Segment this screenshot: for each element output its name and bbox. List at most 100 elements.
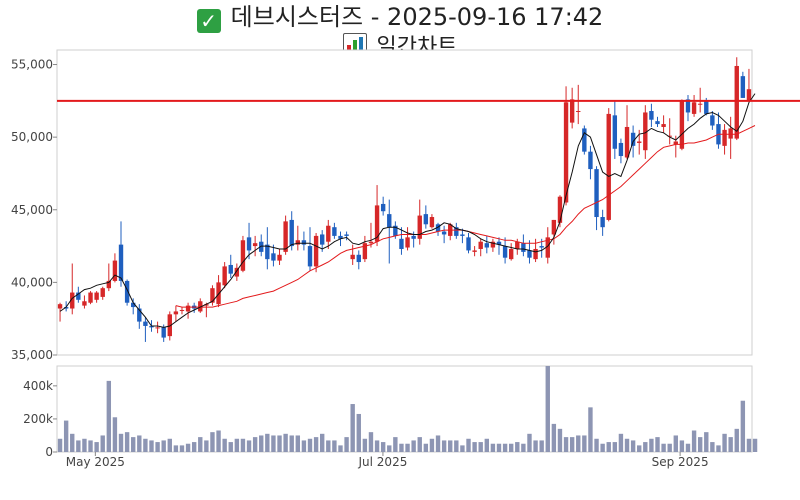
candle-body (423, 214, 429, 225)
candle-body (685, 99, 691, 113)
candle-body (588, 151, 593, 170)
volume-bar (149, 440, 154, 452)
candle-body (88, 292, 93, 303)
candle-body (118, 244, 124, 281)
volume-bar (448, 440, 453, 452)
candle-body (441, 231, 447, 235)
candle-body (618, 142, 624, 157)
candle-body (100, 288, 105, 297)
volume-bar (124, 432, 130, 452)
volume-bar (228, 442, 233, 452)
candle-body (344, 234, 349, 236)
candle-body (393, 225, 398, 236)
volume-bar (399, 443, 404, 452)
volume-y-tick-label: 400k (23, 379, 53, 393)
candle-body (502, 246, 508, 258)
candle-body (472, 250, 477, 252)
volume-bar (277, 435, 282, 452)
volume-bar (210, 432, 215, 452)
volume-bar (405, 443, 410, 452)
candle-body (569, 99, 575, 123)
volume-bar (423, 443, 429, 452)
candle-body (283, 221, 288, 252)
candle-body (259, 241, 264, 252)
candle-body (740, 76, 746, 98)
volume-bar (545, 366, 550, 452)
candle-body (374, 205, 380, 242)
volume-bar (240, 438, 246, 452)
volume-bar (710, 442, 715, 452)
check-mark-icon: ✓ (196, 9, 221, 33)
volume-bar (307, 438, 313, 452)
candle-body (271, 253, 276, 261)
volume-bar (685, 443, 691, 452)
volume-panel: 0 200k 400k May 2025 Jul 2025 Sep 2025 (23, 365, 758, 469)
candle-body (76, 292, 81, 300)
candle-body (198, 301, 203, 312)
candle-body (204, 304, 209, 306)
volume-bar (271, 435, 276, 452)
candle-body (545, 237, 550, 258)
volume-bar (740, 400, 746, 452)
candle-body (484, 243, 489, 248)
volume-bar (301, 440, 307, 452)
candle-body (679, 100, 685, 149)
candle-body (252, 243, 258, 247)
candle-body (137, 308, 142, 322)
volume-bar (563, 437, 569, 452)
volume-bar (246, 440, 252, 452)
candle-body (155, 327, 160, 329)
candle-body (246, 237, 252, 251)
candle-body (667, 135, 672, 137)
candle-body (746, 89, 752, 101)
volume-bar (185, 443, 191, 452)
volume-bar (673, 435, 678, 452)
volume-bar (697, 437, 703, 452)
candle-body (466, 237, 471, 251)
volume-bar (70, 433, 75, 452)
volume-bar (88, 440, 93, 452)
volume-bar (387, 445, 392, 452)
volume-bar (594, 438, 599, 452)
candle-body (185, 305, 191, 312)
ma5-line (59, 93, 756, 328)
candle-body (362, 243, 368, 260)
volume-bar (326, 440, 331, 452)
candle-body (539, 246, 544, 248)
candle-body (649, 111, 654, 120)
volume-bar (618, 433, 624, 452)
volume-bar (478, 442, 483, 452)
volume-bar (57, 438, 63, 452)
volume-bar (557, 428, 563, 452)
price-panel: 35,000 40,000 45,000 50,000 55,000 (11, 49, 800, 362)
volume-plot-area (56, 365, 753, 453)
volume-y-tick-label: 0 (45, 445, 53, 459)
candle-body (307, 246, 313, 267)
volume-bar (259, 435, 264, 452)
candle-body (94, 292, 99, 300)
volume-bar (460, 445, 465, 452)
volume-bar (466, 438, 471, 452)
volume-bar (551, 423, 557, 452)
volume-bar (576, 435, 581, 452)
candle-body (490, 241, 496, 248)
volume-bar (661, 443, 666, 452)
candle-body (131, 302, 136, 308)
volume-bar (679, 440, 685, 452)
candle-body (594, 169, 599, 218)
volume-bar (454, 440, 459, 452)
candle-body (521, 243, 526, 252)
volume-bar (411, 440, 416, 452)
candle-body (179, 309, 185, 311)
candle-body (387, 214, 392, 228)
volume-bar (338, 445, 343, 452)
candle-body (222, 266, 227, 286)
volume-bar (112, 417, 118, 452)
candle-body (643, 112, 648, 151)
candle-body (106, 280, 112, 289)
volume-bar (667, 443, 672, 452)
volume-bar (441, 440, 447, 452)
volume-bar (606, 442, 611, 452)
volume-bar (313, 437, 319, 452)
